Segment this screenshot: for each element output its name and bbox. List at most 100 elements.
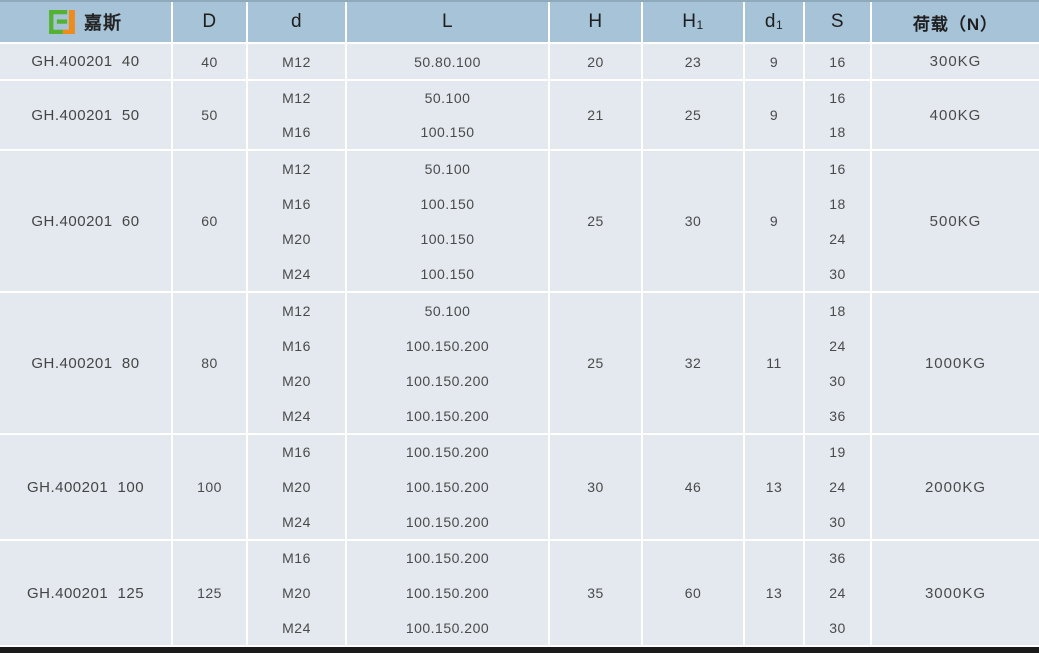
L-value: 100.150.200 [405,407,490,424]
H-cell: 25 [550,151,641,291]
model-cell: GH.400201 40 [0,44,171,79]
d-value: M20 [282,372,311,389]
D-cell: 100 [173,435,246,539]
S-cell: 36 24 30 [805,541,870,645]
L-value: 100.150 [420,124,475,140]
S-value: 16 [829,53,846,70]
table-row: GH.400201 40 40 M12 50.80.100 20 23 9 16 300KG [0,44,1039,79]
S-value: 24 [829,479,846,495]
D-cell: 80 [173,293,246,433]
load-cell: 3000KG [872,541,1039,645]
L-value: 100.150.200 [405,513,490,530]
H-cell: 21 [550,81,641,149]
d-value: M12 [282,53,311,70]
d-cell: M12 M16 M20 M24 [248,293,345,433]
load-cell: 400KG [872,81,1039,149]
col-header-d: d [248,2,345,42]
col-header-d1-base: d [764,11,776,32]
H-cell: 35 [550,541,641,645]
d1-cell: 13 [745,435,803,539]
table-row: GH.400201 80 80 M12 M16 M20 M24 50.100 100.150.… [0,293,1039,433]
H1-cell: 46 [643,435,743,539]
H1-cell: 25 [643,81,743,149]
model-cell: GH.400201 60 [0,151,171,291]
D-cell: 60 [173,151,246,291]
d-cell: M12 [248,44,345,79]
d-value: M20 [282,479,311,495]
d1-cell: 9 [745,44,803,79]
col-header-H: H [550,2,641,42]
load-cell: 2000KG [872,435,1039,539]
L-cell: 50.100 100.150 [347,81,548,149]
S-value: 19 [829,444,846,461]
model-cell: GH.400201 50 [0,81,171,149]
S-cell: 16 18 24 30 [805,151,870,291]
L-value: 100.150.200 [405,337,490,354]
S-value: 18 [829,302,846,319]
H1-cell: 23 [643,44,743,79]
L-value: 100.150.200 [405,550,490,567]
d-value: M24 [282,265,311,282]
S-cell: 19 24 30 [805,435,870,539]
L-value: 100.150.200 [405,372,490,389]
d-value: M20 [282,585,311,601]
L-value: 100.150 [420,195,475,212]
H1-cell: 32 [643,293,743,433]
col-header-H1-base: H [682,11,697,32]
L-value: 100.150.200 [405,619,490,636]
table-row: GH.400201 60 60 M12 M16 M20 M24 50.100 100.150 1… [0,151,1039,291]
S-value: 30 [829,372,846,389]
L-cell: 50.100 100.150.200 100.150.200 100.150.200 [347,293,548,433]
d-cell: M12 M16 M20 M24 [248,151,345,291]
model-cell: GH.400201 125 [0,541,171,645]
L-value: 100.150.200 [405,479,490,495]
d1-cell: 13 [745,541,803,645]
col-header-H1-sub: 1 [696,18,704,32]
S-value: 36 [829,407,846,424]
col-header-L: L [347,2,548,42]
L-value: 50.80.100 [414,53,481,70]
brand-logo-icon [49,10,75,34]
d-value: M16 [282,444,311,461]
d-value: M16 [282,124,311,140]
d-cell: M16 M20 M24 [248,541,345,645]
S-value: 30 [829,513,846,530]
S-value: 30 [829,265,846,282]
d-value: M16 [282,195,311,212]
S-value: 18 [829,195,846,212]
load-cell: 1000KG [872,293,1039,433]
d-cell: M12 M16 [248,81,345,149]
L-value: 100.150 [420,230,475,247]
S-value: 24 [829,230,846,247]
S-value: 24 [829,337,846,354]
bottom-rule [0,647,1039,653]
table-row: GH.400201 125 125 M16 M20 M24 100.150.200 100.… [0,541,1039,645]
S-value: 24 [829,585,846,601]
d-value: M24 [282,619,311,636]
S-value: 30 [829,619,846,636]
L-value: 100.150.200 [405,585,490,601]
d-value: M16 [282,337,311,354]
table-row: GH.400201 100 100 M16 M20 M24 100.150.200 100.… [0,435,1039,539]
col-header-S: S [805,2,870,42]
S-cell: 18 24 30 36 [805,293,870,433]
d-value: M12 [282,90,311,106]
load-cell: 500KG [872,151,1039,291]
H-cell: 20 [550,44,641,79]
L-cell: 100.150.200 100.150.200 100.150.200 [347,541,548,645]
brand-name: 嘉斯 [84,13,122,33]
col-header-D: D [173,2,246,42]
D-cell: 50 [173,81,246,149]
table-body: GH.400201 40 40 M12 50.80.100 20 23 9 16 300KG GH… [0,44,1039,645]
model-cell: GH.400201 80 [0,293,171,433]
D-cell: 125 [173,541,246,645]
L-cell: 100.150.200 100.150.200 100.150.200 [347,435,548,539]
H1-cell: 60 [643,541,743,645]
d-value: M24 [282,407,311,424]
d1-cell: 9 [745,81,803,149]
S-cell: 16 [805,44,870,79]
S-value: 36 [829,550,846,567]
L-cell: 50.100 100.150 100.150 100.150 [347,151,548,291]
